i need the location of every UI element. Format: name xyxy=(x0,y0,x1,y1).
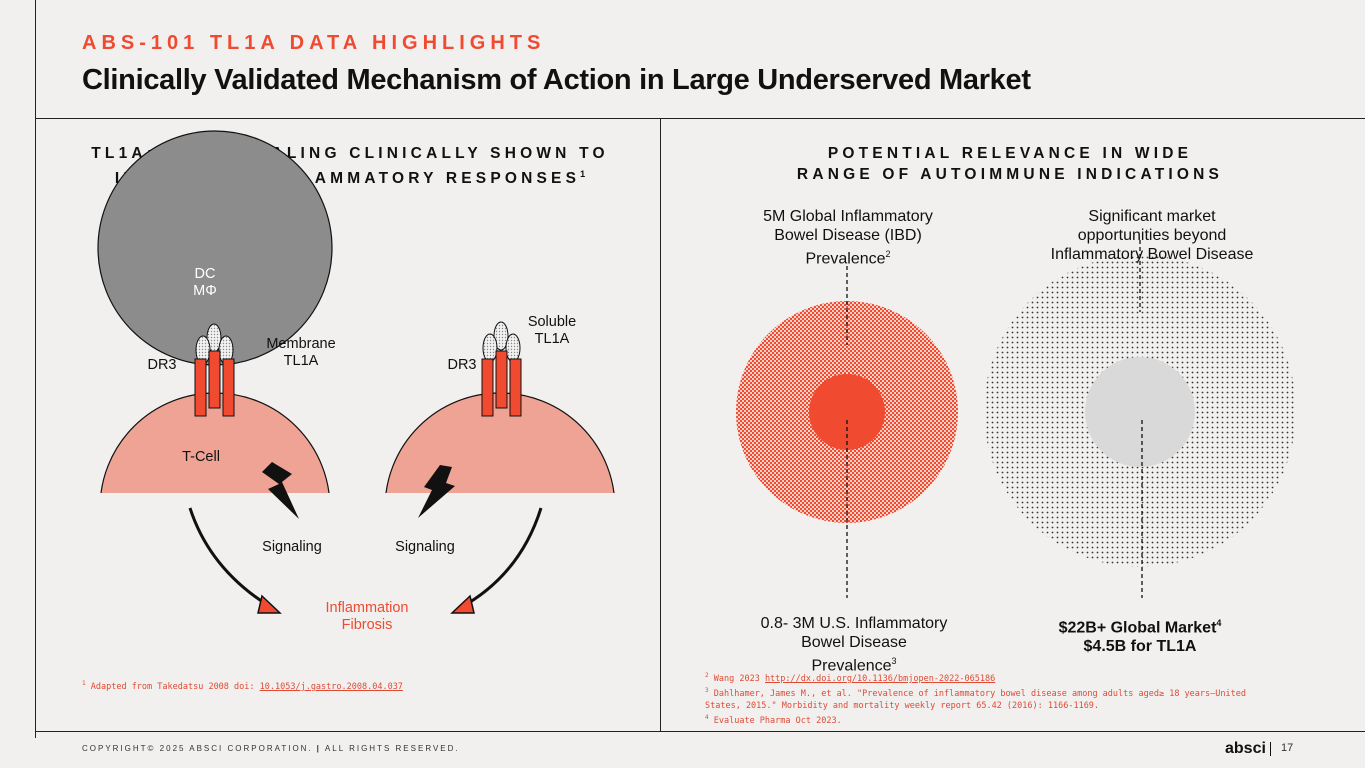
soluble-line2: TL1A xyxy=(534,331,570,347)
lightning-bolt-left-icon xyxy=(262,462,299,519)
global-market-label: $22B+ Global Market4 $4.5B for TL1A xyxy=(1045,614,1235,656)
header-divider xyxy=(35,118,1365,119)
slide-frame xyxy=(35,0,1365,738)
global-market-line1: $22B+ Global Market xyxy=(1058,619,1217,637)
left-heading-sup: 1 xyxy=(580,169,586,179)
fn4-text: Evaluate Pharma Oct 2023. xyxy=(713,715,842,726)
global-ibd-label: 5M Global Inflammatory Bowel Disease (IB… xyxy=(738,207,958,268)
fn2-text: Wang 2023 xyxy=(713,673,765,684)
right-panel-heading: POTENTIAL RELEVANCE IN WIDE RANGE OF AUT… xyxy=(720,143,1300,185)
right-footnotes: 2 Wang 2023 http://dx.doi.org/10.1136/bm… xyxy=(705,670,1325,726)
left-footnote: 1 Adapted from Takedatsu 2008 doi: 10.10… xyxy=(82,678,403,693)
tcell-right xyxy=(385,392,615,493)
panel-divider xyxy=(660,118,661,731)
right-heading-line2: RANGE OF AUTOIMMUNE INDICATIONS xyxy=(796,166,1224,183)
dc-label-line2: MΦ xyxy=(193,283,217,299)
membrane-tl1a-label: Membrane TL1A xyxy=(258,336,344,370)
us-ibd-sup: 3 xyxy=(891,656,897,666)
us-ibd-line2: Bowel Disease xyxy=(801,634,907,651)
left-footnote-sup: 1 xyxy=(82,680,86,687)
global-market-line2: $4.5B for TL1A xyxy=(1083,638,1197,656)
dr3-label-left: DR3 xyxy=(147,357,177,373)
fn3-line1: Dahlhamer, James M., et al. "Prevalence … xyxy=(713,688,1246,699)
rights-text: ALL RIGHTS RESERVED. xyxy=(324,744,460,753)
global-ibd-sup: 2 xyxy=(885,249,891,259)
us-ibd-label: 0.8- 3M U.S. Inflammatory Bowel Disease … xyxy=(738,614,970,675)
dc-label: DC MΦ xyxy=(180,266,230,300)
us-ibd-line3: Prevalence xyxy=(811,657,892,675)
dc-label-line1: DC xyxy=(194,266,216,282)
signaling-label-right: Signaling xyxy=(395,539,455,555)
fn2-sup: 2 xyxy=(705,672,709,679)
global-ibd-line3: Prevalence xyxy=(805,250,886,268)
signaling-label-left: Signaling xyxy=(262,539,322,555)
membrane-line1: Membrane xyxy=(266,336,336,352)
us-ibd-circle xyxy=(809,374,885,450)
lightning-bolt-right-icon xyxy=(418,465,455,518)
membrane-line2: TL1A xyxy=(283,353,319,369)
market-line3: Inflammatory Bowel Disease xyxy=(1050,246,1254,263)
market-label: Significant market opportunities beyond … xyxy=(1022,207,1282,264)
arrow-right xyxy=(459,507,543,610)
fn2-link[interactable]: http://dx.doi.org/10.1136/bmjopen-2022-0… xyxy=(764,673,996,684)
page-number: 17 xyxy=(1281,742,1294,754)
outcome-line1: Inflammation xyxy=(325,600,409,616)
tl1a-market-circle xyxy=(1085,357,1195,467)
global-ibd-line1: 5M Global Inflammatory xyxy=(763,208,933,225)
dr3-receptor-right xyxy=(481,321,522,417)
us-ibd-line1: 0.8- 3M U.S. Inflammatory xyxy=(760,615,948,632)
footer-divider xyxy=(35,731,1365,732)
market-line1: Significant market xyxy=(1088,208,1216,225)
left-footnote-text: Adapted from Takedatsu 2008 doi: xyxy=(90,681,260,692)
fn4-sup: 4 xyxy=(705,713,709,721)
global-market-sup: 4 xyxy=(1216,618,1222,628)
soluble-line1: Soluble xyxy=(527,314,577,330)
footer-copyright: COPYRIGHT© 2025 ABSCI CORPORATION. | ALL R… xyxy=(82,744,460,753)
tcell-left xyxy=(100,392,330,493)
arrowhead-right-icon xyxy=(450,594,475,614)
page-separator xyxy=(1270,742,1271,756)
fn3-line2: States, 2015." Morbidity and mortality w… xyxy=(705,700,1100,711)
outcome-label: Inflammation Fibrosis xyxy=(312,600,422,634)
copyright-text: COPYRIGHT© 2025 ABSCI CORPORATION. xyxy=(82,744,313,753)
outcome-line2: Fibrosis xyxy=(341,617,393,633)
arrow-left xyxy=(188,507,273,610)
dr3-receptor-left xyxy=(194,323,235,417)
footer-separator: | xyxy=(316,744,321,753)
market-line2: opportunities beyond xyxy=(1077,227,1227,244)
arrowhead-left-icon xyxy=(257,594,282,614)
dr3-label-right: DR3 xyxy=(447,357,477,373)
soluble-tl1a-label: Soluble TL1A xyxy=(517,314,587,348)
left-footnote-link[interactable]: 10.1053/j.gastro.2008.04.037 xyxy=(259,681,403,692)
section-eyebrow: ABS-101 TL1A DATA HIGHLIGHTS xyxy=(82,32,546,54)
global-ibd-line2: Bowel Disease (IBD) xyxy=(774,227,922,244)
fn3-sup: 3 xyxy=(705,686,709,694)
tcell-label: T-Cell xyxy=(182,449,220,465)
brand-logo: absci xyxy=(1225,740,1266,757)
page-title: Clinically Validated Mechanism of Action… xyxy=(82,64,1031,96)
right-heading-line1: POTENTIAL RELEVANCE IN WIDE xyxy=(827,145,1193,162)
